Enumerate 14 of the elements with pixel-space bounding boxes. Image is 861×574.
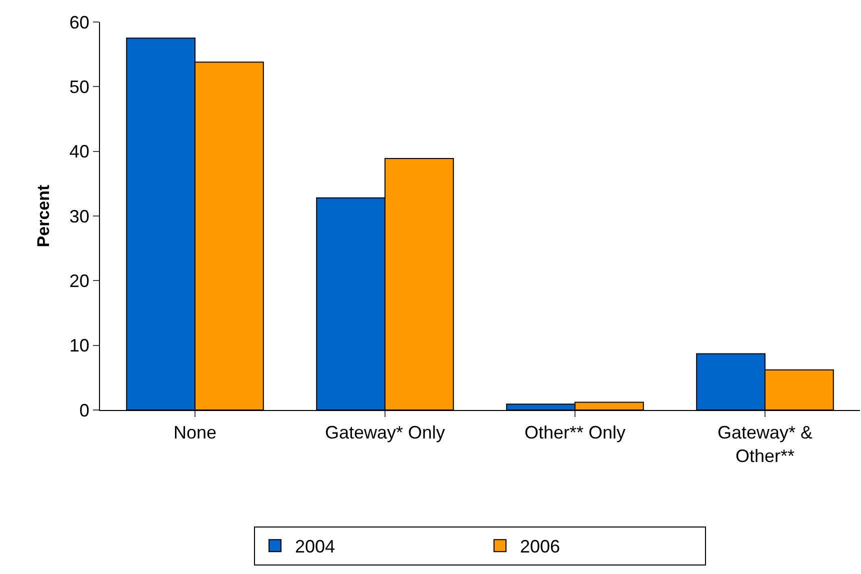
legend-label: 2006 (520, 536, 560, 557)
y-axis-title: Percent (34, 184, 53, 248)
y-tick-label: 0 (79, 400, 90, 420)
y-tick-label: 40 (69, 142, 90, 162)
y-tick-label: 60 (69, 12, 90, 32)
x-tick-label: Gateway* Only (324, 422, 446, 443)
x-tick-label: None (173, 422, 217, 443)
legend-label: 2004 (295, 536, 336, 557)
y-tick-label: 20 (69, 270, 90, 291)
y-tick-label: 50 (69, 76, 90, 97)
x-tick-label: Other** Only (524, 422, 626, 443)
x-tick-label: Gateway* & Other** (717, 422, 813, 466)
y-tick-label: 30 (69, 206, 90, 226)
y-tick-label: 10 (69, 336, 90, 356)
